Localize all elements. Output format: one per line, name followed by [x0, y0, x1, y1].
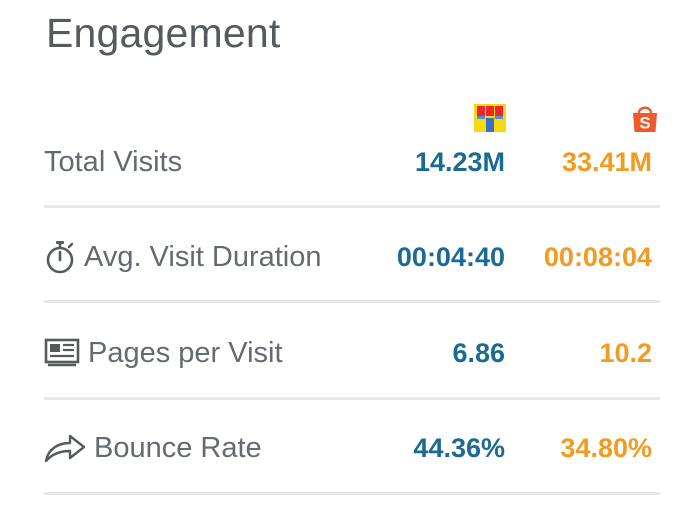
metric-row-avg-visit-duration: Avg. Visit Duration 00:04:40 00:08:04 [0, 227, 694, 287]
metric-row-pages-per-visit: Pages per Visit 6.86 10.2 [0, 323, 694, 383]
divider [44, 205, 660, 208]
metric-label-avg-visit-duration: Avg. Visit Duration [84, 240, 322, 273]
store-awning-logo-icon [474, 104, 506, 132]
pages-icon [44, 338, 80, 368]
value-brand-a: 00:04:40 [396, 241, 505, 272]
metric-row-bounce-rate: Bounce Rate 44.36% 34.80% [0, 418, 694, 478]
value-brand-b: 34.80% [560, 432, 652, 463]
divider [44, 300, 660, 303]
value-brand-a: 44.36% [413, 432, 505, 463]
value-brand-b: 00:08:04 [543, 241, 652, 272]
panel-title: Engagement [46, 10, 281, 56]
divider [44, 492, 660, 495]
metric-label-bounce-rate: Bounce Rate [94, 431, 262, 464]
metric-row-total-visits: Total Visits 14.23M 33.41M [0, 132, 694, 192]
value-brand-b: 10.2 [599, 337, 652, 368]
shopping-bag-s-logo-icon: S [633, 106, 657, 133]
metric-label-total-visits: Total Visits [44, 145, 183, 178]
divider [44, 397, 660, 400]
value-brand-b: 33.41M [561, 146, 652, 177]
stopwatch-icon [44, 240, 76, 274]
share-arrow-icon [44, 433, 86, 463]
shop-logo-letter: S [639, 114, 650, 133]
value-brand-a: 14.23M [414, 146, 505, 177]
value-brand-a: 6.86 [452, 337, 505, 368]
metric-label-pages-per-visit: Pages per Visit [88, 336, 283, 369]
